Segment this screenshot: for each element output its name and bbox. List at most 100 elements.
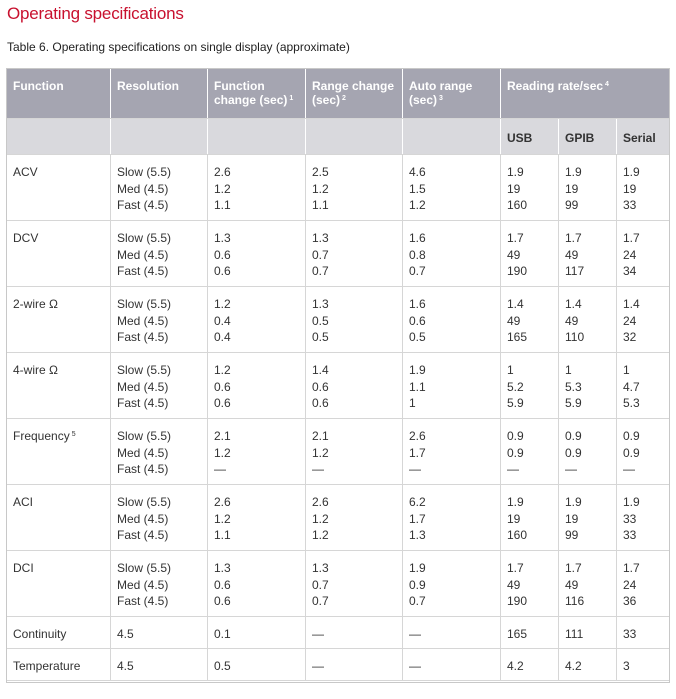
cell-value: 1.9: [507, 495, 524, 509]
cell-function-change: 1.2 0.4 0.4: [207, 287, 305, 352]
cell-value: 1.1: [214, 528, 231, 542]
header-resolution: Resolution: [110, 69, 207, 118]
cell-resolution: Slow (5.5) Med (4.5) Fast (4.5): [110, 485, 207, 550]
cell-usb: 1.7 49 190: [500, 551, 558, 616]
cell-value: 0.7: [312, 594, 329, 608]
cell-value: 190: [507, 264, 528, 278]
table-row: DCI Slow (5.5) Med (4.5) Fast (4.5) 1.3 0.6 0.…: [7, 551, 669, 617]
cell-value: 1.1: [214, 198, 231, 212]
cell-range-change: 1.4 0.6 0.6: [305, 353, 402, 418]
cell-value: 33: [623, 627, 637, 641]
cell-value: 0.1: [214, 627, 231, 641]
cell-value: —: [507, 462, 519, 476]
cell-value: 1.9: [623, 165, 640, 179]
function-name: Continuity: [13, 627, 67, 641]
cell-gpib: 111: [558, 617, 616, 648]
cell-function: ACV: [7, 155, 110, 220]
cell-value: 5.9: [507, 396, 524, 410]
cell-value: 1.3: [312, 297, 329, 311]
cell-value: 116: [565, 594, 585, 608]
cell-value: 49: [507, 247, 521, 262]
cell-function: DCV: [7, 221, 110, 286]
cell-value: 49: [565, 577, 579, 592]
cell-value: 0.6: [409, 313, 426, 328]
cell-function: Continuity: [7, 617, 110, 648]
cell-range-change: 2.5 1.2 1.1: [305, 155, 402, 220]
header-function-change: Function change (sec) 1: [207, 69, 305, 118]
cell-value: 0.6: [214, 247, 231, 262]
function-name: DCV: [13, 231, 39, 245]
cell-value: 0.6: [214, 264, 231, 278]
cell-value: 0.9: [507, 429, 524, 443]
function-name: ACI: [13, 495, 34, 509]
cell-value: 32: [623, 330, 637, 344]
cell-serial: 1.9 19 33: [616, 155, 669, 220]
table-row: ACV Slow (5.5) Med (4.5) Fast (4.5) 2.6 1.2 1.…: [7, 155, 669, 221]
cell-value: 1.3: [214, 231, 231, 245]
table-row: Continuity 4.5 0.1 — — 165 111 33: [7, 617, 669, 649]
cell-usb: 1.9 19 160: [500, 485, 558, 550]
cell-value: 1.2: [312, 445, 329, 460]
cell-gpib: 1.9 19 99: [558, 155, 616, 220]
cell-value: 1: [409, 396, 416, 410]
cell-value: 111: [565, 627, 584, 641]
cell-value: 1.9: [409, 363, 426, 377]
cell-value: 33: [623, 198, 637, 212]
cell-value: 4.5: [117, 659, 134, 673]
cell-value: 1.2: [312, 528, 329, 542]
cell-value: 2.1: [214, 429, 231, 443]
cell-value: 5.3: [623, 396, 640, 410]
cell-value: 1.3: [312, 231, 329, 245]
cell-value: 0.9: [565, 445, 582, 460]
cell-value: 2.5: [312, 165, 329, 179]
cell-value: Fast (4.5): [117, 264, 169, 278]
cell-value: 1.2: [312, 181, 329, 196]
subheader-blank: [402, 119, 500, 154]
cell-auto-range: 1.9 0.9 0.7: [402, 551, 500, 616]
cell-value: 19: [565, 181, 579, 196]
cell-auto-range: 1.6 0.6 0.5: [402, 287, 500, 352]
cell-value: 0.4: [214, 313, 231, 328]
cell-value: 1.4: [507, 297, 524, 311]
header-auto-range: Auto range (sec) 3: [402, 69, 500, 118]
cell-value: 1.4: [565, 297, 582, 311]
cell-function-change: 2.1 1.2 —: [207, 419, 305, 484]
cell-range-change: 1.3 0.5 0.5: [305, 287, 402, 352]
cell-value: Med (4.5): [117, 379, 169, 394]
cell-value: —: [312, 627, 324, 641]
cell-function: Frequency 5: [7, 419, 110, 484]
cell-usb: 1.4 49 165: [500, 287, 558, 352]
function-name: Frequency: [13, 429, 70, 443]
cell-resolution: Slow (5.5) Med (4.5) Fast (4.5): [110, 287, 207, 352]
subheader-blank: [7, 119, 110, 154]
cell-value: 1.3: [214, 561, 231, 575]
cell-auto-range: 6.2 1.7 1.3: [402, 485, 500, 550]
header-function: Function: [13, 79, 64, 93]
cell-gpib: 1 5.3 5.9: [558, 353, 616, 418]
cell-auto-range: —: [402, 649, 500, 680]
cell-value: 34: [623, 264, 637, 278]
cell-value: —: [565, 462, 577, 476]
cell-value: Slow (5.5): [117, 363, 172, 377]
cell-value: 1: [623, 363, 630, 377]
subheader-usb: USB: [500, 119, 558, 154]
cell-value: 19: [565, 511, 579, 526]
cell-value: Med (4.5): [117, 313, 169, 328]
cell-resolution: Slow (5.5) Med (4.5) Fast (4.5): [110, 353, 207, 418]
cell-resolution: 4.5: [110, 617, 207, 648]
cell-value: —: [409, 659, 421, 673]
subheader-blank: [305, 119, 402, 154]
cell-value: 1.3: [312, 561, 329, 575]
cell-function: ACI: [7, 485, 110, 550]
cell-value: 1.7: [623, 231, 640, 245]
subheader-blank: [110, 119, 207, 154]
cell-value: 5.9: [565, 396, 582, 410]
footnote-marker: 5: [71, 431, 76, 438]
cell-value: 1.2: [214, 445, 231, 460]
cell-serial: 33: [616, 617, 669, 648]
cell-value: 4.7: [623, 379, 640, 394]
table-row: 2-wire Ω Slow (5.5) Med (4.5) Fast (4.5) 1.2…: [7, 287, 669, 353]
cell-function: DCI: [7, 551, 110, 616]
cell-range-change: 1.3 0.7 0.7: [305, 551, 402, 616]
cell-function-change: 2.6 1.2 1.1: [207, 155, 305, 220]
